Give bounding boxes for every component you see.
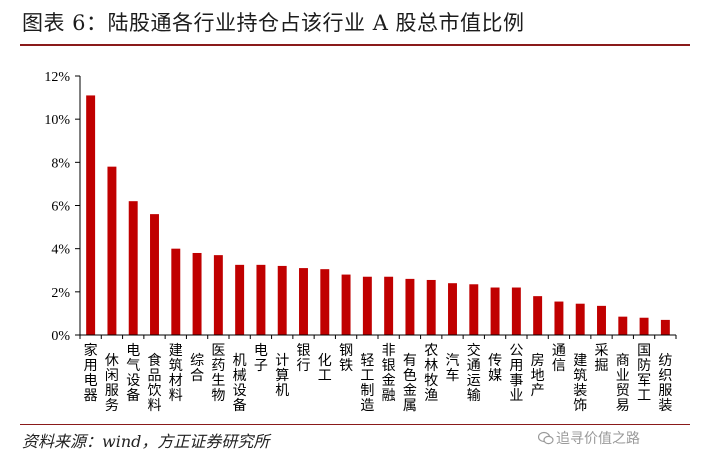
x-category-label: 有色金属	[403, 353, 417, 414]
bar-休闲服务	[107, 166, 117, 335]
bar-chart: 0% 2% 4% 6% 8% 10% 12% 家用电器休闲服务电气设备食品饮料建筑材料综合医…	[44, 70, 677, 414]
chart-title: 图表 6：陆股通各行业持仓占该行业 A 股总市值比例	[22, 11, 525, 35]
x-category-label: 休闲服务	[105, 353, 119, 414]
bar-食品饮料	[150, 214, 159, 335]
bar-传媒	[490, 287, 500, 335]
bar-农林牧渔	[426, 279, 436, 335]
bar-商业贸易	[618, 316, 628, 335]
x-category-label: 电气设备	[126, 343, 140, 404]
y-tick-label: 8%	[51, 156, 70, 171]
x-category-label: 汽车	[446, 353, 460, 384]
x-category-label: 化工	[318, 353, 332, 384]
bar-房地产	[533, 296, 543, 335]
bar-建筑装饰	[575, 303, 585, 335]
x-category-label: 钢铁	[339, 343, 353, 374]
title-divider	[20, 44, 690, 46]
y-tick-label: 10%	[44, 113, 70, 128]
watermark-text: 追寻价值之路	[556, 431, 640, 447]
axes-group	[79, 76, 676, 336]
x-category-label: 食品饮料	[148, 352, 162, 414]
x-category-label: 计算机	[275, 353, 289, 399]
y-tick-label: 2%	[51, 286, 70, 301]
y-tick-label: 12%	[44, 70, 70, 85]
x-category-label: 医药生物	[211, 343, 225, 404]
y-axis-ticks: 0% 2% 4% 6% 8% 10% 12%	[44, 70, 80, 344]
y-tick-label: 0%	[51, 329, 70, 344]
x-category-label: 建筑材料	[169, 343, 183, 404]
x-category-label: 农林牧渔	[424, 343, 438, 404]
x-category-label: 国防军工	[637, 343, 651, 404]
bar-国防军工	[639, 317, 649, 335]
bar-家用电器	[86, 95, 96, 336]
bar-通信	[554, 301, 564, 335]
x-category-label: 建筑装饰	[573, 353, 587, 414]
bar-公用事业	[511, 287, 521, 335]
x-category-label: 通信	[552, 343, 566, 374]
x-category-label: 电子	[254, 343, 268, 374]
bar-轻工制造	[362, 276, 372, 335]
y-tick-label: 4%	[51, 243, 70, 258]
bar-化工	[320, 269, 330, 335]
bar-医药生物	[213, 255, 223, 335]
bar-纺织服装	[660, 319, 670, 335]
bar-电气设备	[128, 201, 138, 335]
bar-建筑材料	[171, 248, 181, 335]
x-category-label: 轻工制造	[360, 353, 374, 414]
x-category-label: 公用事业	[509, 343, 523, 404]
x-category-label: 商业贸易	[616, 353, 630, 414]
x-category-label: 家用电器	[84, 342, 98, 404]
x-category-label: 机械设备	[233, 353, 247, 414]
x-category-label: 房地产	[531, 353, 545, 399]
bar-采掘	[597, 305, 606, 335]
source-divider	[20, 424, 690, 425]
bar-非银金融	[384, 276, 394, 335]
bar-钢铁	[341, 274, 351, 335]
bar-汽车	[448, 283, 457, 335]
bar-银行	[299, 268, 308, 335]
x-category-label: 传媒	[488, 353, 502, 384]
x-category-label: 非银金融	[382, 343, 396, 404]
x-category-label: 综合	[190, 353, 204, 384]
x-category-label: 交通运输	[467, 342, 481, 404]
bar-电子	[256, 264, 266, 335]
bar-有色金属	[405, 278, 415, 335]
bar-综合	[192, 252, 202, 335]
source-note: 资料来源：wind，方正证券研究所	[22, 432, 270, 451]
bars-group	[86, 95, 670, 336]
y-tick-label: 6%	[51, 200, 70, 215]
bar-机械设备	[235, 264, 245, 335]
bar-交通运输	[469, 284, 479, 335]
wechat-icon	[538, 431, 554, 445]
x-category-label: 银行	[297, 343, 311, 374]
x-category-label: 采掘	[595, 343, 609, 374]
bar-计算机	[277, 265, 287, 335]
x-category-label: 纺织服装	[658, 353, 672, 414]
